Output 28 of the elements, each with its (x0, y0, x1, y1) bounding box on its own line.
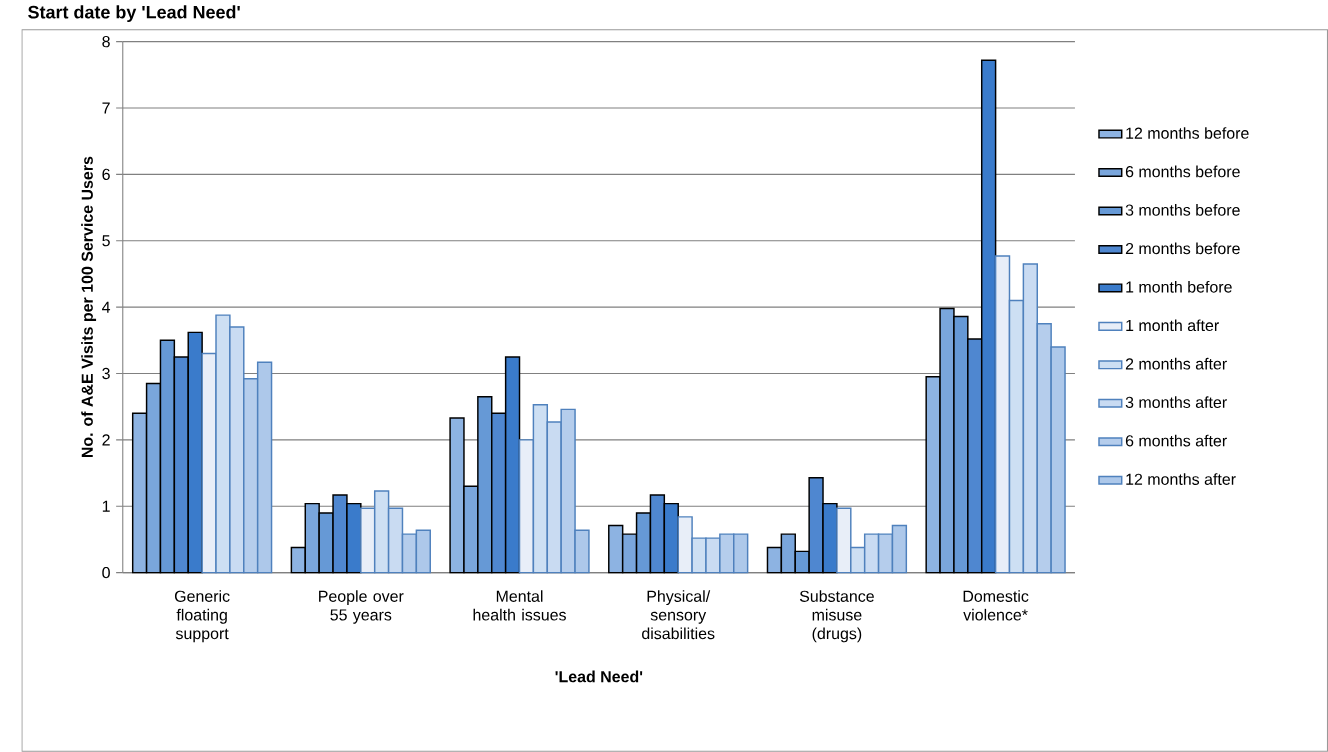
y-tick-label: 0 (102, 566, 110, 579)
y-tick-label: 1 (102, 500, 110, 512)
chart-title: Start date by 'Lead Need' (28, 5, 240, 22)
y-axis-title: No. of A&E Visits per 100 Service Users (81, 156, 97, 457)
y-tick-label: 6 (102, 168, 110, 180)
y-tick-label: 7 (102, 102, 110, 114)
x-tick-label: Mental health issues (473, 590, 566, 621)
y-tick-label: 3 (102, 367, 110, 380)
legend-label: 6 months after (1125, 434, 1227, 447)
legend-label: 12 months before (1126, 126, 1249, 139)
x-tick-label: Substance misuse (drugs) (799, 590, 874, 643)
y-tick-label: 4 (102, 301, 111, 313)
legend-label: 1 month before (1126, 280, 1232, 293)
legend-label: 3 months before (1125, 203, 1240, 216)
x-tick-label: Generic floating support (174, 590, 230, 643)
legend-label: 2 months before (1125, 242, 1240, 255)
legend-label: 1 month after (1126, 319, 1219, 331)
y-tick-label: 8 (102, 35, 110, 48)
x-tick-label: Physical/ sensory disabilities (642, 590, 715, 640)
x-tick-label: People over 55 years (319, 590, 404, 624)
y-tick-label: 5 (102, 235, 110, 247)
legend-label: 2 months after (1125, 357, 1227, 370)
legend-label: 3 months after (1125, 396, 1227, 408)
x-tick-label: Domestic violence* (963, 590, 1029, 621)
x-axis-title: 'Lead Need' (555, 670, 643, 683)
legend-label: 6 months before (1125, 165, 1240, 178)
y-tick-label: 2 (102, 434, 110, 446)
legend-label: 12 months after (1126, 473, 1236, 485)
